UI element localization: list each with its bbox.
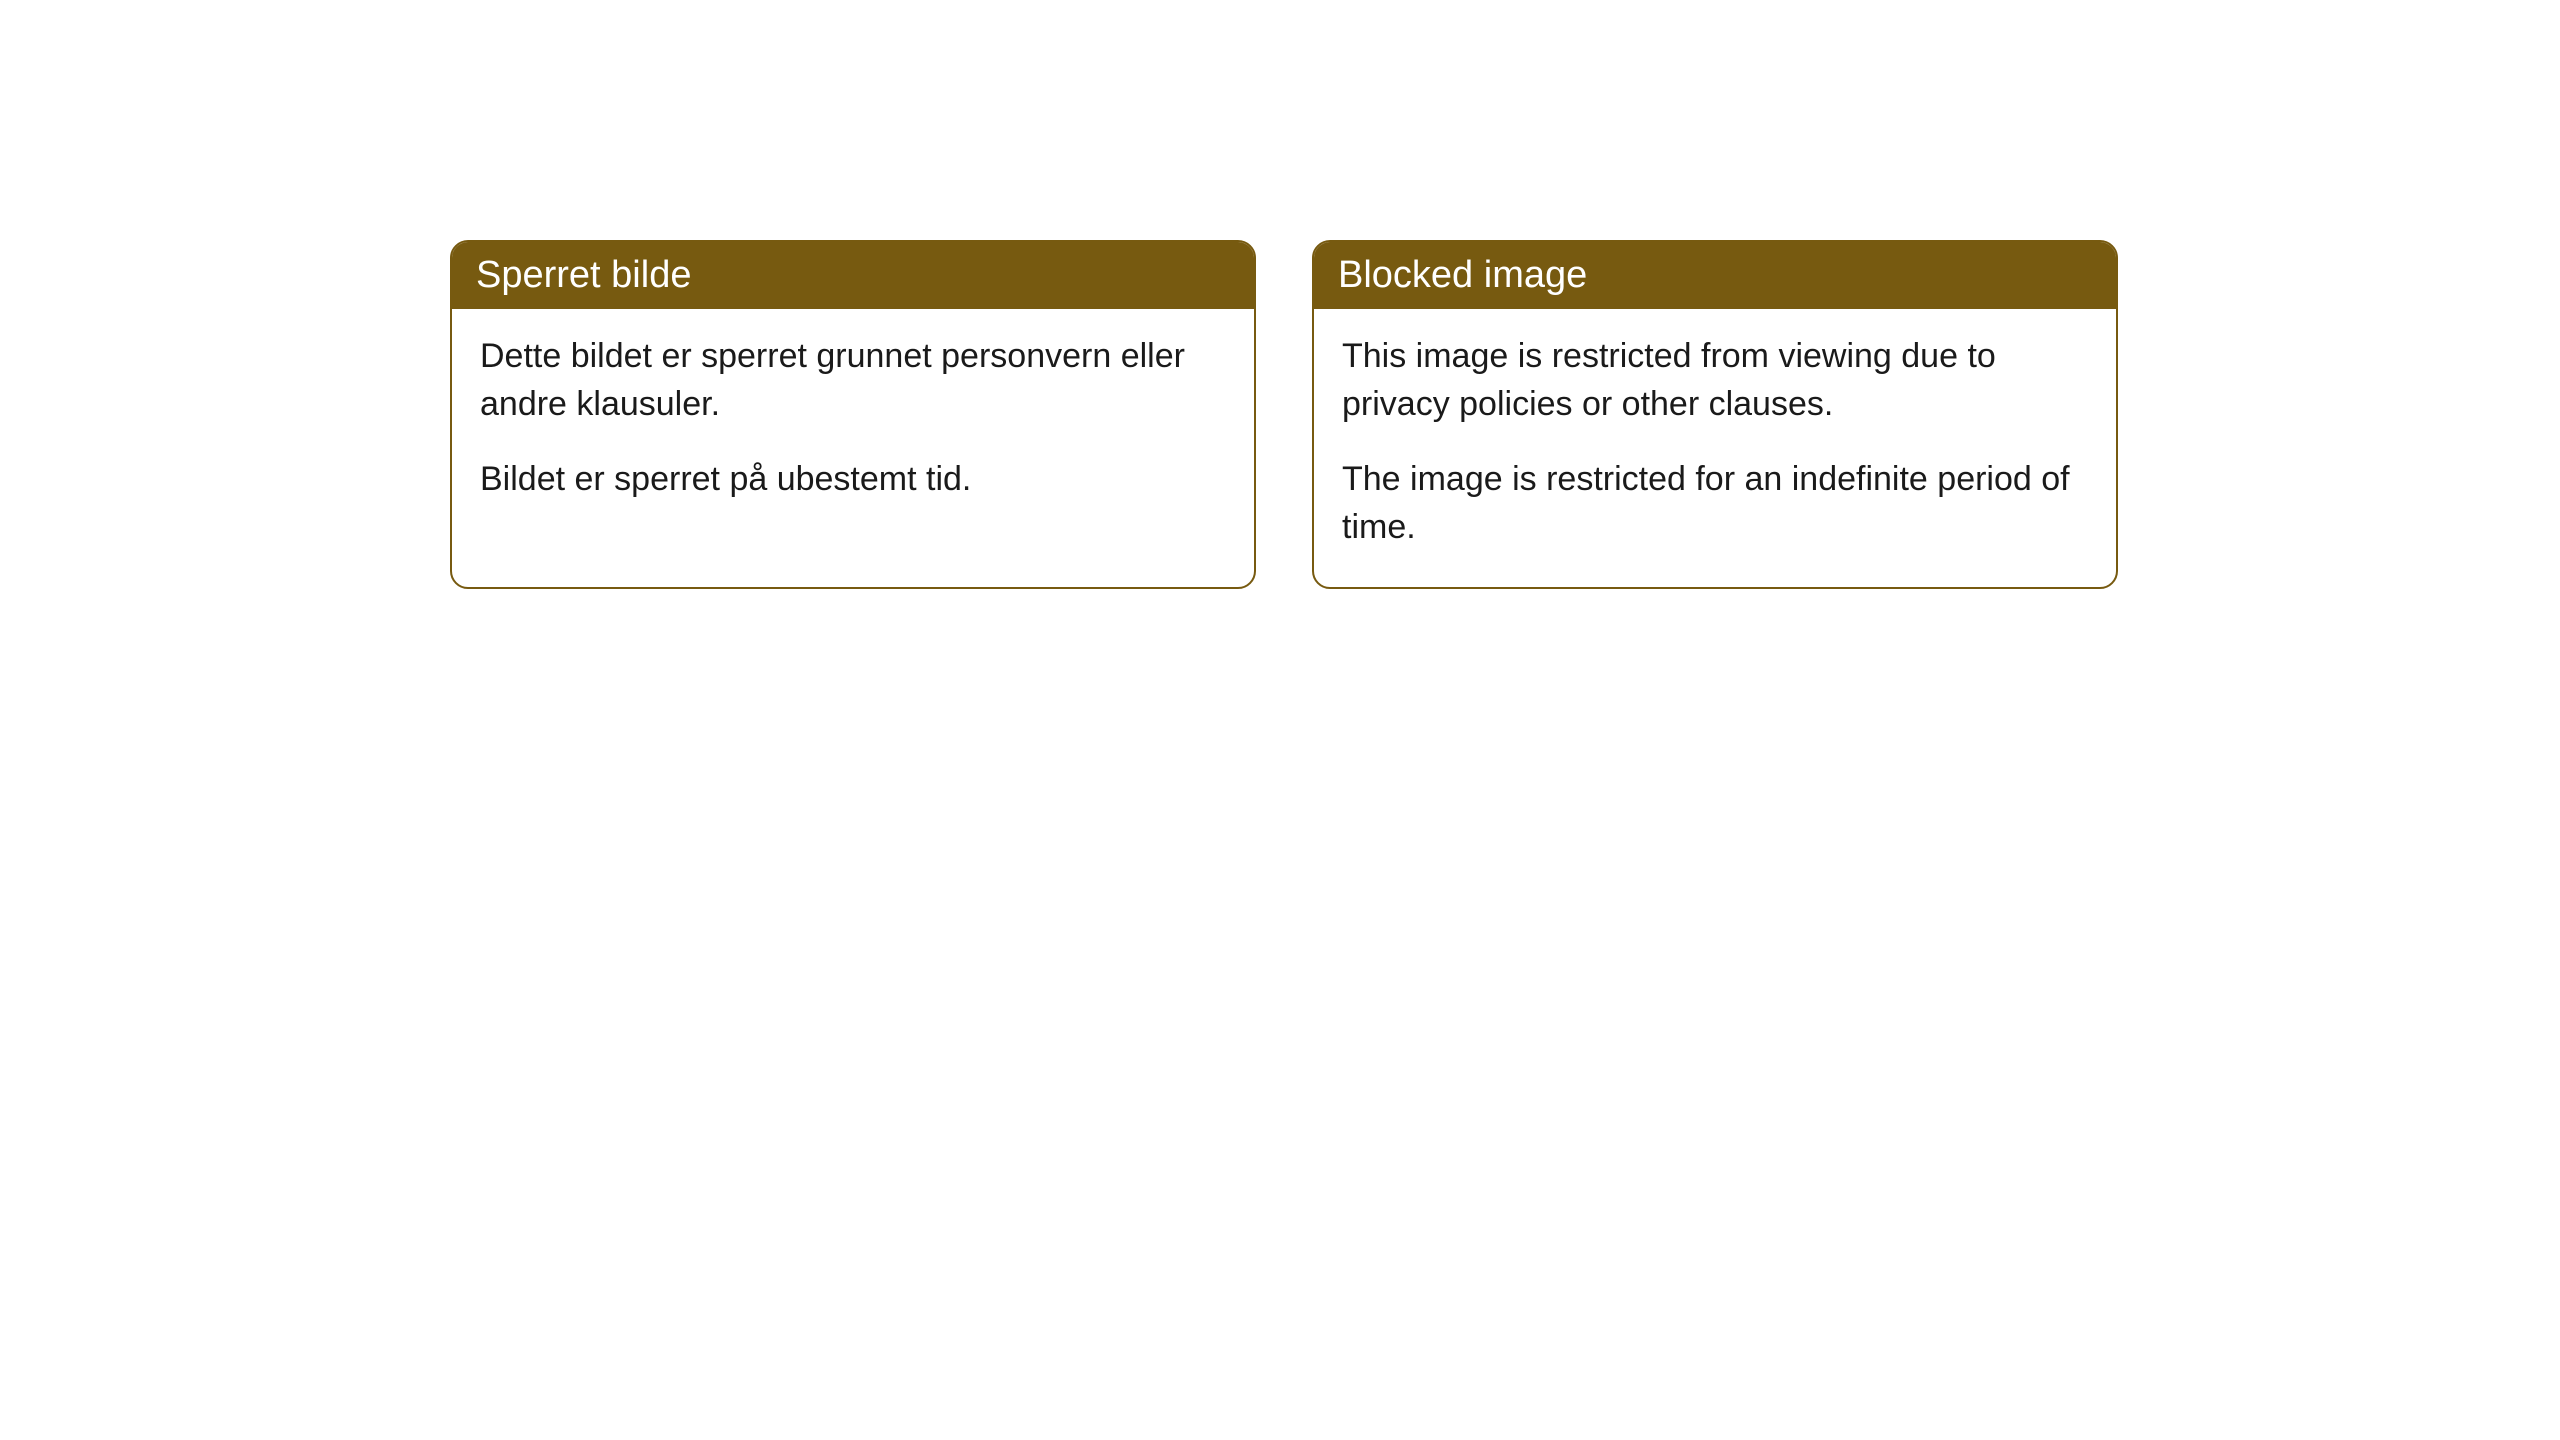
card-header: Sperret bilde	[452, 242, 1254, 309]
notice-card-norwegian: Sperret bilde Dette bildet er sperret gr…	[450, 240, 1256, 589]
card-paragraph: Bildet er sperret på ubestemt tid.	[480, 456, 1226, 504]
card-body: Dette bildet er sperret grunnet personve…	[452, 309, 1254, 540]
card-body: This image is restricted from viewing du…	[1314, 309, 2116, 587]
card-header: Blocked image	[1314, 242, 2116, 309]
card-paragraph: The image is restricted for an indefinit…	[1342, 456, 2088, 551]
card-paragraph: This image is restricted from viewing du…	[1342, 333, 2088, 428]
card-title: Blocked image	[1338, 254, 1587, 296]
card-title: Sperret bilde	[476, 254, 691, 296]
notice-card-english: Blocked image This image is restricted f…	[1312, 240, 2118, 589]
card-paragraph: Dette bildet er sperret grunnet personve…	[480, 333, 1226, 428]
notice-cards-container: Sperret bilde Dette bildet er sperret gr…	[450, 240, 2118, 589]
